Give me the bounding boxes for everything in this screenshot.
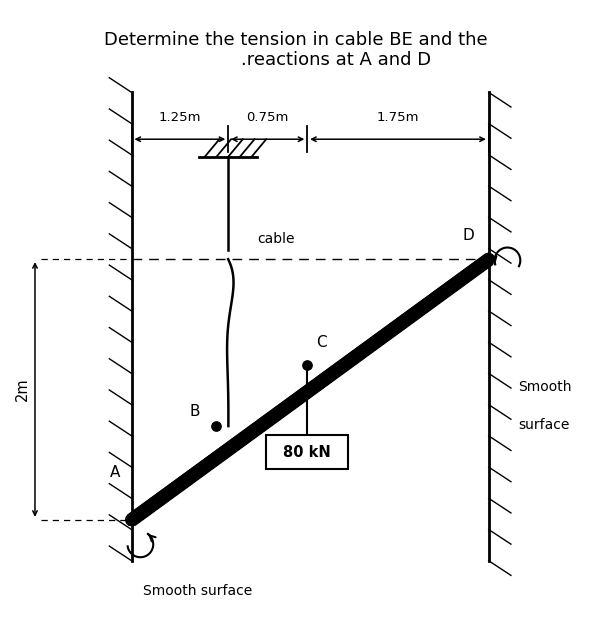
Text: Determine the tension in cable BE and the: Determine the tension in cable BE and th… [103, 31, 488, 49]
Text: 1.25m: 1.25m [158, 111, 201, 124]
Polygon shape [126, 515, 135, 526]
Text: cable: cable [258, 232, 295, 246]
Text: surface: surface [518, 418, 569, 431]
Bar [266, 436, 348, 470]
Polygon shape [485, 253, 495, 264]
Text: .reactions at A and D: .reactions at A and D [241, 51, 431, 69]
Text: D: D [462, 228, 474, 243]
Text: Smooth surface: Smooth surface [143, 584, 252, 598]
Polygon shape [128, 255, 492, 525]
Text: B: B [190, 404, 200, 419]
Point [212, 421, 221, 431]
Text: 0.75m: 0.75m [246, 111, 289, 124]
Text: 1.75m: 1.75m [376, 111, 419, 124]
Text: 80 kN: 80 kN [283, 445, 331, 460]
Text: Smooth: Smooth [518, 379, 571, 394]
Text: C: C [316, 335, 327, 350]
Text: 2m: 2m [15, 378, 30, 401]
Point [303, 360, 312, 370]
Text: A: A [109, 465, 120, 480]
